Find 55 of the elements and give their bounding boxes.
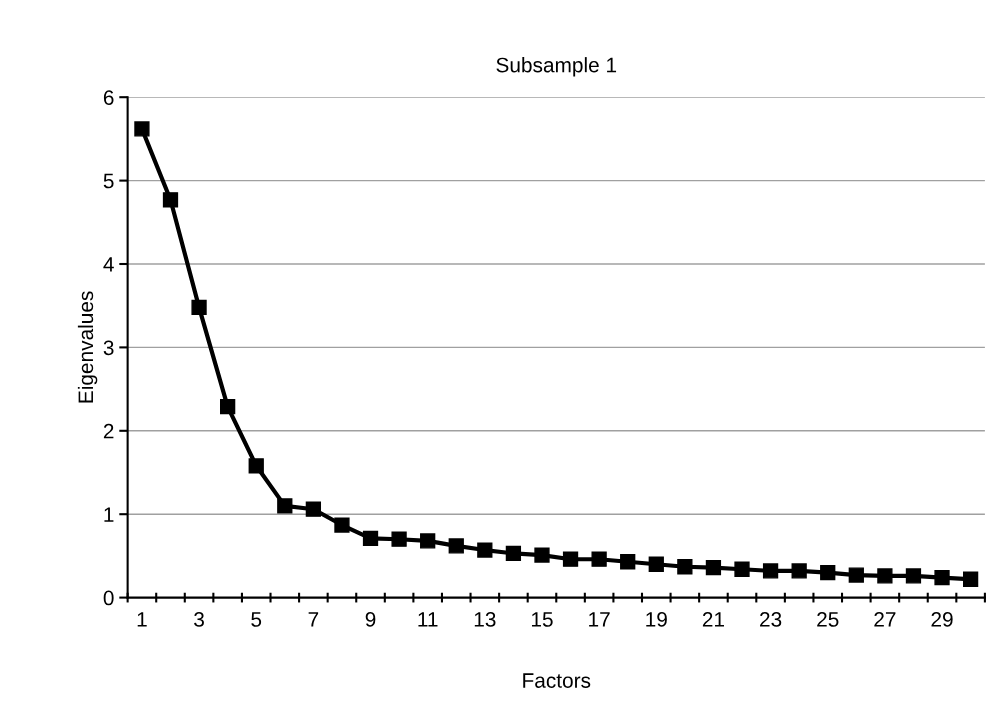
point	[277, 498, 293, 514]
x-tick-label: 9	[365, 612, 376, 627]
y-tick-label: 2	[103, 423, 114, 439]
point	[391, 531, 407, 547]
x-tick-label: 1	[137, 612, 147, 627]
x-axis-title: Factors	[523, 673, 591, 688]
y-tick-label: 5	[103, 173, 114, 189]
point	[762, 563, 779, 579]
y-tick-label: 4	[103, 257, 114, 272]
point	[734, 561, 750, 577]
x-tick-label: 27	[874, 612, 896, 627]
point	[877, 568, 893, 584]
point	[905, 568, 922, 584]
y-tick-label: 6	[103, 90, 114, 105]
point	[162, 192, 179, 208]
x-tick-label: 25	[817, 612, 839, 627]
point	[934, 569, 950, 586]
x-tick-label: 3	[194, 612, 204, 627]
point	[848, 567, 864, 583]
point	[648, 556, 664, 572]
x-tick-label: 23	[760, 612, 782, 627]
y-tick-label: 1	[104, 507, 114, 522]
x-tick-label: 5	[251, 612, 262, 627]
point	[562, 551, 579, 567]
y-tick-label: 3	[103, 340, 114, 356]
y-axis-title: Eigenvalues	[77, 291, 98, 403]
x-tick-label: 17	[589, 612, 610, 627]
point	[334, 517, 350, 533]
x-tick-label: 29	[931, 612, 953, 627]
point	[820, 564, 836, 581]
point	[248, 458, 264, 474]
point	[620, 554, 636, 570]
x-tick-label: 15	[531, 612, 553, 627]
point	[477, 542, 493, 558]
point	[305, 501, 322, 517]
point	[191, 299, 207, 316]
point	[420, 533, 436, 549]
point	[534, 547, 550, 563]
point	[591, 551, 607, 567]
point	[791, 563, 807, 579]
point	[505, 545, 522, 562]
x-tick-label: 21	[702, 612, 724, 627]
point	[962, 571, 979, 587]
x-tick-label: 11	[418, 612, 438, 627]
point	[134, 121, 150, 137]
chart-title: Subsample 1	[496, 57, 617, 77]
x-tick-label: 13	[474, 612, 496, 627]
point	[677, 559, 693, 575]
x-tick-label: 19	[646, 612, 667, 627]
point	[705, 559, 722, 576]
point	[448, 538, 464, 554]
point	[362, 530, 379, 547]
point	[220, 398, 236, 415]
y-tick-label: 0	[103, 590, 114, 606]
x-tick-label: 7	[308, 612, 319, 627]
